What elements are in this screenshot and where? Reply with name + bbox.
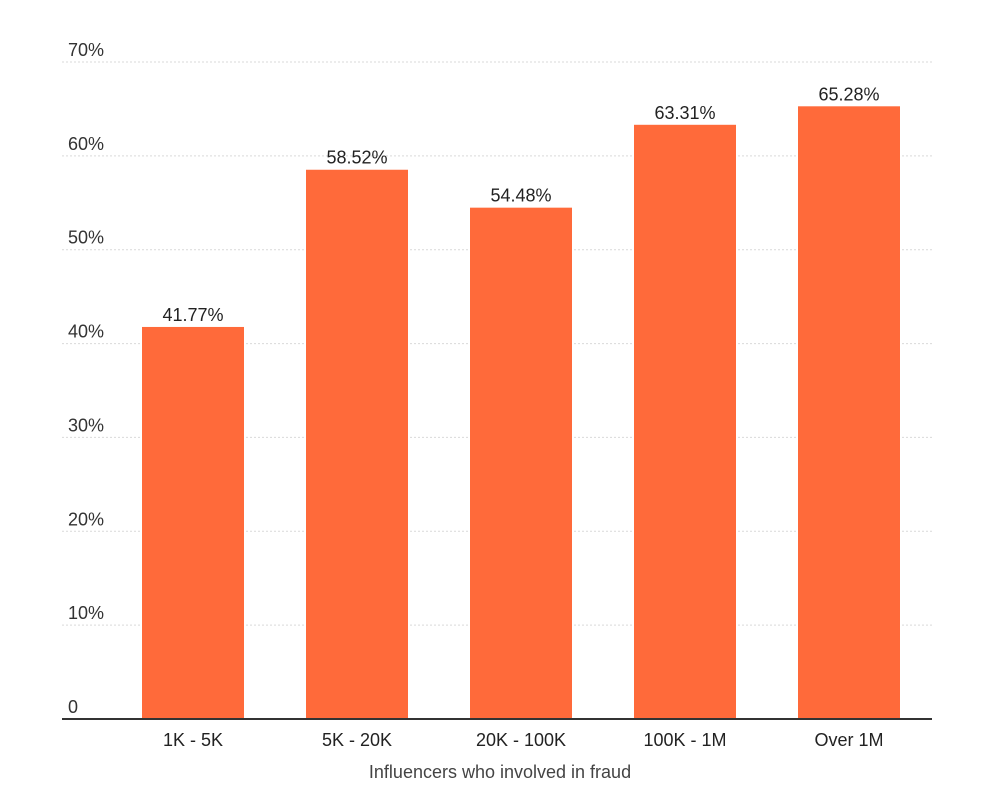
bar-4 <box>798 106 900 720</box>
x-tick-label: 5K - 20K <box>322 730 392 750</box>
y-axis-ticks: 0 10% 20% 30% 40% 50% 60% 70% <box>68 40 104 717</box>
data-label: 58.52% <box>326 148 387 168</box>
x-tick-label: Over 1M <box>814 730 883 750</box>
y-tick-label: 50% <box>68 228 104 248</box>
bar-3 <box>634 124 736 720</box>
data-label: 63.31% <box>654 103 715 123</box>
bar-0 <box>142 326 244 719</box>
x-axis-title: Influencers who involved in fraud <box>369 762 631 782</box>
y-tick-label: 20% <box>68 509 104 529</box>
bar-2 <box>470 207 572 719</box>
y-tick-label: 70% <box>68 40 104 60</box>
bars <box>142 106 900 720</box>
data-label: 41.77% <box>162 305 223 325</box>
y-tick-label: 60% <box>68 134 104 154</box>
x-tick-label: 1K - 5K <box>163 730 223 750</box>
bar-1 <box>306 169 408 720</box>
data-label: 54.48% <box>490 186 551 206</box>
data-label: 65.28% <box>818 84 879 104</box>
y-tick-label: 10% <box>68 603 104 623</box>
y-tick-label: 40% <box>68 322 104 342</box>
x-tick-label: 100K - 1M <box>643 730 726 750</box>
y-tick-label: 0 <box>68 697 78 717</box>
data-labels: 41.77% 58.52% 54.48% 63.31% 65.28% <box>162 84 879 325</box>
x-axis-ticks: 1K - 5K 5K - 20K 20K - 100K 100K - 1M Over 1… <box>163 730 884 750</box>
x-tick-label: 20K - 100K <box>476 730 566 750</box>
y-tick-label: 30% <box>68 415 104 435</box>
